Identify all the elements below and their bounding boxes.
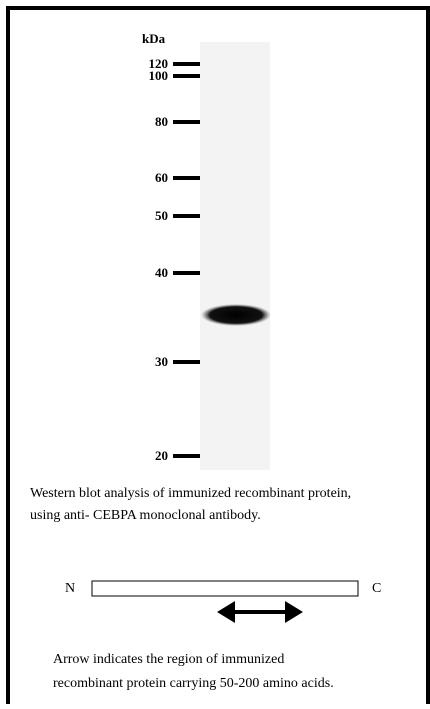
protein-bar [92,581,358,596]
note-line: Arrow indicates the region of immunized [53,652,284,667]
note-line: recombinant protein carrying 50-200 amin… [53,676,334,691]
marker-label: 80 [155,114,168,129]
page: {"blot": {"unit_label": "kDa", "markers"… [0,0,430,704]
marker-label: 50 [155,208,168,223]
band [201,304,271,326]
double-arrow [217,601,303,623]
marker-label: 30 [155,354,168,369]
figure: kDa 120100806050403020 Western blot anal… [0,0,430,704]
caption-line: Western blot analysis of immunized recom… [30,486,351,501]
unit-label: kDa [142,31,166,46]
marker-label: 20 [155,448,168,463]
marker-label: 60 [155,170,168,185]
c-label: C [372,581,381,596]
n-label: N [65,581,75,596]
marker-label: 100 [149,68,169,83]
caption-line: using anti- CEBPA monoclonal antibody. [30,508,261,523]
marker-label: 40 [155,265,168,280]
lane [200,42,270,470]
